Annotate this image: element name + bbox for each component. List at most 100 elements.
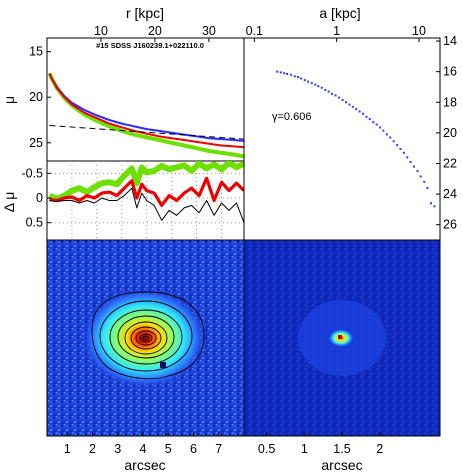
ellipse-y-tick-label: 14 bbox=[443, 34, 457, 48]
ellipse-data-point bbox=[382, 129, 385, 132]
kpc-x-tick-label: 10 bbox=[94, 24, 108, 38]
ellipse-data-point bbox=[303, 79, 306, 82]
residual-y-tick-label: -0.5 bbox=[21, 166, 43, 180]
galaxy-isophotes bbox=[91, 291, 205, 380]
profile-plot: #15 SDSS J160239.1+022110.0 15 20 25 10 20 30 bbox=[29, 24, 245, 162]
ellipse-data-point bbox=[338, 96, 341, 99]
ellipse-data-point bbox=[355, 108, 358, 111]
ellipse-data-point bbox=[276, 70, 279, 73]
gamma-annotation: γ=0.606 bbox=[272, 111, 311, 123]
galaxy-xlabel: arcsec bbox=[124, 457, 165, 473]
ellipse-data-point bbox=[327, 90, 330, 93]
profile-y-tick-label: 20 bbox=[29, 90, 43, 104]
galaxy-x-tick-label: 3 bbox=[114, 442, 121, 456]
ellipse-data-point bbox=[345, 101, 348, 104]
ellipse-data-point bbox=[409, 160, 412, 163]
ellipse-data-point bbox=[361, 112, 364, 115]
ellipse-data-point bbox=[396, 144, 399, 147]
ellipse-y-tick-label: 20 bbox=[443, 126, 457, 140]
ellipse-data-point bbox=[334, 94, 337, 97]
ellipse-data-point bbox=[419, 175, 422, 178]
ellipse-data-point bbox=[423, 180, 426, 183]
ellipse-data-point bbox=[320, 86, 323, 89]
psf-x-tick-label: 0.5 bbox=[258, 442, 275, 456]
ellipse-data-point bbox=[293, 75, 296, 78]
ellipse-data-point bbox=[372, 121, 375, 124]
ellipse-data-point bbox=[290, 73, 293, 76]
ellipse-data-point bbox=[399, 147, 402, 150]
profile-ylabel: μ bbox=[1, 96, 17, 104]
ellipse-profile-plot: γ=0.606 14 16 18 20 22 24 26 0.1 1 10 bbox=[243, 24, 457, 241]
ellipse-data-point bbox=[310, 82, 313, 85]
galaxy-x-tick-label: 6 bbox=[190, 442, 197, 456]
ellipse-data-point bbox=[331, 92, 334, 95]
ellipse-data-point bbox=[358, 110, 361, 113]
ellipse-data-point bbox=[297, 76, 300, 79]
ellipse-data-point bbox=[324, 89, 327, 92]
psf-x-tick-label: 2 bbox=[376, 442, 383, 456]
kpc-x-tick-label: 20 bbox=[148, 24, 162, 38]
residual-ylabel: Δ μ bbox=[1, 192, 17, 213]
residual-series-line bbox=[49, 176, 244, 207]
ellipse-y-tick-label: 26 bbox=[443, 218, 457, 232]
ellipse-x-tick-label: 0.1 bbox=[246, 24, 263, 38]
masked-star-marker bbox=[160, 362, 166, 368]
ellipse-data-point bbox=[375, 123, 378, 126]
ellipse-data-point bbox=[365, 115, 368, 118]
ellipse-data-point bbox=[433, 205, 436, 208]
residual-plot: -0.5 0 0.5 bbox=[21, 160, 245, 241]
ellipse-data-point bbox=[314, 83, 317, 86]
profile-plot-title: #15 SDSS J160239.1+022110.0 bbox=[96, 41, 204, 50]
ellipse-y-tick-label: 24 bbox=[443, 187, 457, 201]
galaxy-x-tick-label: 7 bbox=[215, 442, 222, 456]
psf-x-tick-label: 1.5 bbox=[333, 442, 350, 456]
ellipse-data-point bbox=[348, 103, 351, 106]
ellipse-data-point bbox=[317, 85, 320, 88]
psf-xlabel: arcsec bbox=[321, 457, 362, 473]
profile-y-tick-label: 15 bbox=[29, 45, 43, 59]
psf-peak bbox=[338, 335, 342, 339]
ellipse-data-point bbox=[300, 77, 303, 80]
ellipse-plot-frame bbox=[243, 37, 441, 241]
ellipse-data-point bbox=[385, 133, 388, 136]
residual-y-tick-label: 0.5 bbox=[26, 216, 43, 230]
profile-series-line bbox=[48, 73, 244, 149]
ellipse-x-tick-label: 1 bbox=[333, 24, 340, 38]
profile-plot-frame bbox=[46, 37, 245, 162]
ellipse-data-point bbox=[412, 165, 415, 168]
ellipse-data-point bbox=[430, 202, 433, 205]
ellipse-y-tick-label: 18 bbox=[443, 95, 457, 109]
ellipse-data-point bbox=[426, 186, 429, 189]
profile-y-tick-label: 25 bbox=[29, 136, 43, 150]
ellipse-data-point bbox=[392, 140, 395, 143]
ellipse-data-point bbox=[307, 80, 310, 83]
ellipse-y-tick-label: 16 bbox=[443, 65, 457, 79]
ellipse-data-point bbox=[402, 151, 405, 154]
ellipse-data-point bbox=[283, 72, 286, 75]
ellipse-data-point bbox=[286, 72, 289, 75]
ellipse-data-point bbox=[379, 126, 382, 129]
ellipse-data-point bbox=[416, 170, 419, 173]
galaxy-image: 1 2 3 4 5 6 7 arcsec bbox=[46, 239, 245, 473]
kpc-x-tick-label: 30 bbox=[202, 24, 216, 38]
ellipse-data-point bbox=[351, 105, 354, 108]
residual-series-line bbox=[48, 161, 244, 202]
ellipse-y-tick-label: 22 bbox=[443, 156, 457, 170]
galaxy-x-tick-label: 1 bbox=[64, 442, 71, 456]
psf-x-tick-label: 1 bbox=[301, 442, 308, 456]
profile-top-xlabel: r [kpc] bbox=[126, 5, 164, 21]
ellipse-data-point bbox=[389, 136, 392, 139]
ellipse-data-point bbox=[279, 71, 282, 74]
ellipse-data-point bbox=[341, 98, 344, 101]
galaxy-x-tick-label: 2 bbox=[89, 442, 96, 456]
ellipse-data-point bbox=[406, 156, 409, 159]
ellipse-data-point bbox=[368, 118, 371, 121]
galaxy-x-tick-label: 5 bbox=[165, 442, 172, 456]
residual-series-line bbox=[49, 187, 244, 223]
profile-series-line bbox=[49, 125, 244, 140]
ellipse-x-tick-label: 10 bbox=[412, 24, 426, 38]
galaxy-x-tick-label: 4 bbox=[139, 442, 146, 456]
psf-image: 0.5 1 1.5 2 arcsec bbox=[243, 239, 441, 473]
residual-y-tick-label: 0 bbox=[36, 191, 43, 205]
